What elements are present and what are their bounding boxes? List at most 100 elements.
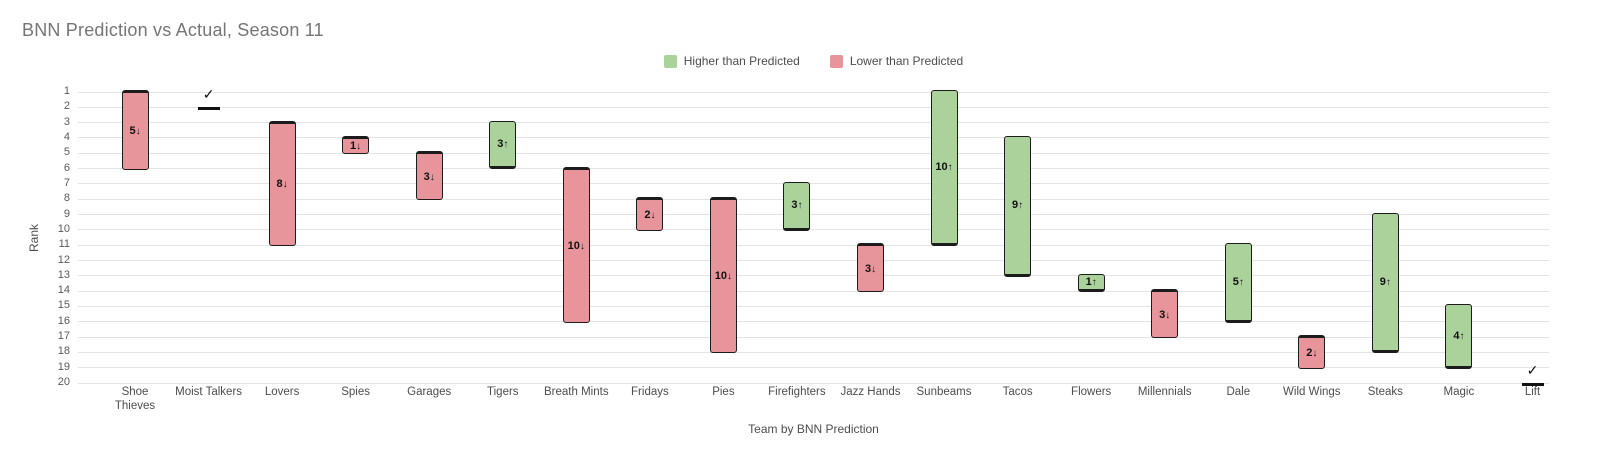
bar-change-label: 5↑ — [1232, 275, 1244, 288]
y-tick-label-7: 7 — [63, 176, 70, 189]
bar-pies[interactable]: 10↓ — [709, 197, 737, 354]
bar-change-label: 9↑ — [1379, 275, 1391, 288]
gridline-rank-5 — [78, 152, 1549, 154]
bar-change-label: 10↑ — [935, 161, 953, 174]
bar-flowers[interactable]: 1↑ — [1077, 273, 1105, 293]
bar-spies[interactable]: 1↓ — [342, 135, 370, 155]
gridline-rank-4 — [78, 137, 1549, 139]
bar-shoe-thieves[interactable]: 5↓ — [121, 90, 149, 170]
bar-dale[interactable]: 5↑ — [1224, 243, 1252, 323]
arrow-down-icon: ↓ — [650, 209, 656, 221]
y-tick-label-11: 11 — [58, 238, 70, 251]
x-tick-label-moist-talkers: Moist Talkers — [175, 386, 243, 398]
bar-fridays[interactable]: 2↓ — [636, 197, 664, 231]
bar-breath-mints[interactable]: 10↓ — [562, 166, 590, 323]
y-tick-label-19: 19 — [57, 360, 70, 373]
y-tick-label-18: 18 — [57, 345, 70, 358]
bar-change-label: 1↑ — [1085, 275, 1097, 288]
x-tick-label-spies: Spies — [341, 386, 370, 398]
gridline-rank-13 — [78, 275, 1549, 277]
arrow-down-icon: ↓ — [579, 240, 585, 252]
arrow-up-icon: ↑ — [1238, 276, 1244, 288]
y-tick-label-9: 9 — [63, 207, 70, 220]
bar-change-label: 3↓ — [423, 170, 435, 183]
y-tick-label-8: 8 — [63, 192, 70, 205]
checkmark-icon: ✓ — [202, 85, 215, 102]
bar-change-label: 3↓ — [864, 262, 877, 275]
gridline-rank-19 — [78, 367, 1549, 369]
arrow-down-icon: ↓ — [1165, 309, 1171, 321]
gridline-rank-2 — [78, 106, 1549, 108]
arrow-up-icon: ↑ — [1018, 200, 1024, 212]
x-tick-label-pies: Pies — [712, 386, 735, 398]
predicted-rank-dash[interactable] — [1521, 383, 1544, 386]
bar-tacos[interactable]: 9↑ — [1004, 135, 1032, 277]
arrow-down-icon: ↓ — [282, 179, 288, 191]
x-tick-label-lovers: Lovers — [264, 386, 300, 398]
bar-garages[interactable]: 3↓ — [415, 151, 443, 201]
legend-item-higher: Higher than Predicted — [663, 54, 800, 68]
x-tick-label-fridays: Fridays — [631, 386, 669, 398]
gridline-rank-3 — [78, 122, 1549, 124]
bar-change-label: 2↓ — [1306, 346, 1318, 359]
y-tick-label-4: 4 — [63, 130, 70, 143]
x-tick-label-magic: Magic — [1443, 386, 1475, 398]
bar-lovers[interactable]: 8↓ — [268, 120, 296, 247]
x-tick-label-shoe-thieves: Shoe Thieves — [114, 386, 156, 413]
gridline-rank-11 — [78, 244, 1549, 246]
legend-label-lower: Lower than Predicted — [849, 54, 964, 68]
checkmark-icon: ✓ — [1526, 361, 1539, 378]
y-tick-label-2: 2 — [63, 100, 70, 113]
x-tick-label-steaks: Steaks — [1367, 386, 1403, 398]
bar-change-label: 5↓ — [129, 124, 141, 137]
bar-wild-wings[interactable]: 2↓ — [1298, 335, 1326, 369]
bar-steaks[interactable]: 9↑ — [1371, 212, 1399, 354]
bar-change-label: 10↓ — [567, 239, 585, 252]
arrow-up-icon: ↑ — [503, 139, 509, 151]
legend-label-higher: Higher than Predicted — [683, 54, 800, 68]
legend-swatch-lower-icon — [829, 54, 843, 68]
y-tick-label-3: 3 — [63, 115, 70, 128]
y-tick-label-6: 6 — [63, 161, 70, 174]
y-tick-label-12: 12 — [57, 253, 70, 266]
arrow-down-icon: ↓ — [727, 271, 733, 283]
y-tick-label-16: 16 — [57, 314, 70, 327]
predicted-rank-dash[interactable] — [197, 107, 220, 111]
arrow-down-icon: ↓ — [871, 263, 877, 275]
gridline-rank-17 — [78, 336, 1549, 338]
gridline-rank-1 — [78, 91, 1549, 93]
x-tick-label-flowers: Flowers — [1071, 386, 1112, 398]
arrow-down-icon: ↓ — [356, 141, 362, 153]
arrow-up-icon: ↑ — [1385, 276, 1391, 288]
x-tick-label-lift: Lift — [1524, 386, 1541, 398]
bar-firefighters[interactable]: 3↑ — [783, 181, 811, 231]
y-tick-label-15: 15 — [57, 299, 70, 312]
x-tick-label-breath-mints: Breath Mints — [544, 386, 609, 398]
x-tick-label-garages: Garages — [407, 386, 452, 398]
gridline-rank-7 — [78, 183, 1549, 185]
x-tick-label-jazz-hands: Jazz Hands — [840, 386, 901, 398]
chart-title: BNN Prediction vs Actual, Season 11 — [22, 20, 324, 40]
bar-tigers[interactable]: 3↑ — [489, 120, 517, 170]
x-tick-label-firefighters: Firefighters — [768, 386, 826, 398]
y-tick-label-5: 5 — [63, 146, 70, 159]
arrow-down-icon: ↓ — [135, 125, 141, 137]
bar-magic[interactable]: 4↑ — [1445, 304, 1473, 369]
gridline-rank-14 — [78, 290, 1549, 292]
bar-sunbeams[interactable]: 10↑ — [930, 90, 958, 247]
bar-jazz-hands[interactable]: 3↓ — [857, 243, 884, 293]
bar-millennials[interactable]: 3↓ — [1151, 289, 1179, 338]
bar-change-label: 3↑ — [791, 199, 803, 212]
gridline-rank-12 — [78, 260, 1549, 261]
bar-change-label: 9↑ — [1012, 199, 1024, 212]
legend-item-lower: Lower than Predicted — [829, 54, 964, 68]
bar-change-label: 4↑ — [1453, 329, 1465, 342]
arrow-up-icon: ↑ — [1459, 330, 1465, 342]
y-tick-label-13: 13 — [57, 268, 70, 281]
y-tick-label-17: 17 — [57, 330, 70, 343]
x-axis-title: Team by BNN Prediction — [748, 422, 879, 436]
x-tick-label-tacos: Tacos — [1002, 386, 1033, 398]
bar-change-label: 10↓ — [714, 270, 733, 283]
legend-swatch-higher-icon — [663, 54, 677, 68]
